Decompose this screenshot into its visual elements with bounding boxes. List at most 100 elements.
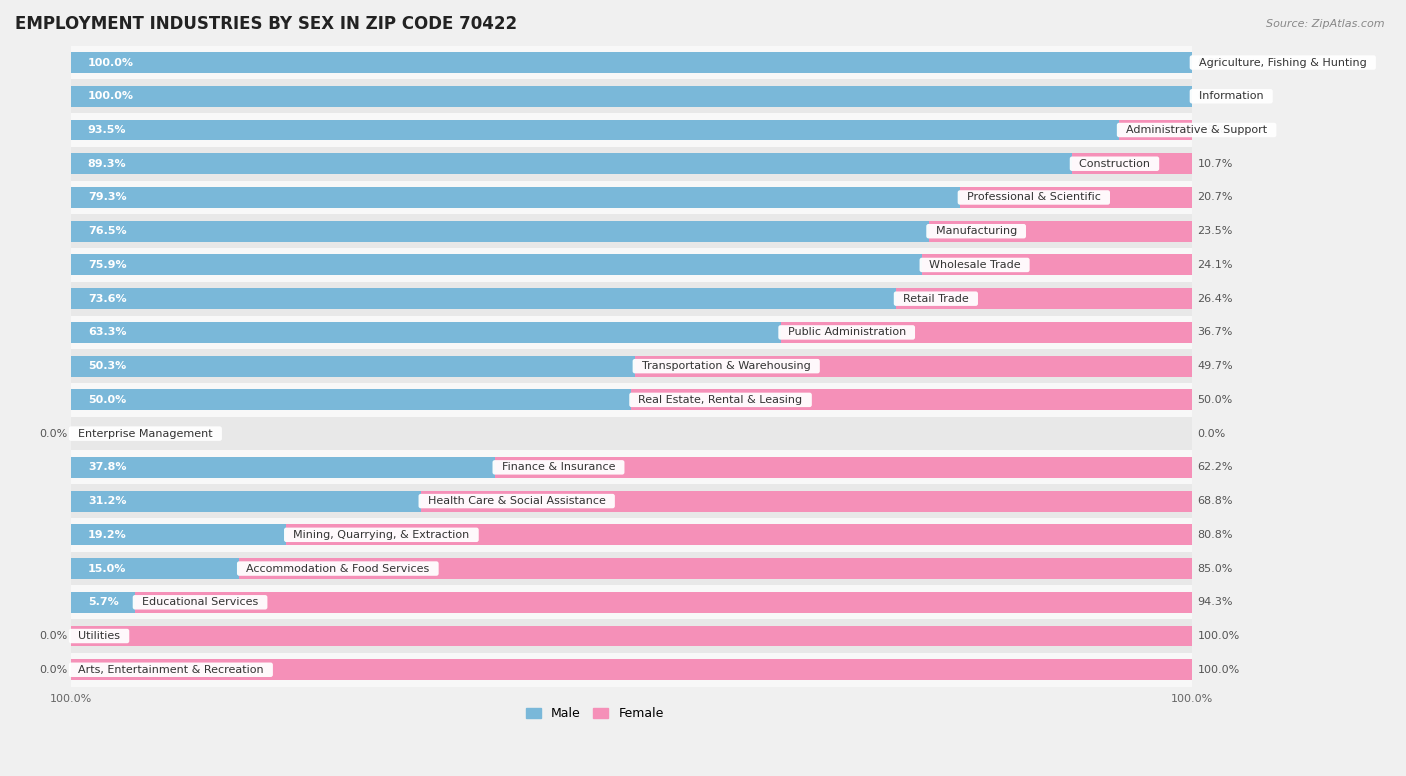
Text: Utilities: Utilities [72,631,127,641]
Bar [287,525,1192,546]
Bar [928,220,1192,241]
Bar [72,214,1192,248]
Bar [72,525,287,546]
Text: Manufacturing: Manufacturing [928,227,1024,236]
Text: Real Estate, Rental & Leasing: Real Estate, Rental & Leasing [631,395,810,405]
Bar [72,619,1192,653]
Text: 100.0%: 100.0% [87,57,134,68]
Text: Professional & Scientific: Professional & Scientific [960,192,1108,203]
Text: 0.0%: 0.0% [1198,57,1226,68]
Bar [72,86,1192,107]
Bar [72,322,780,343]
Text: 15.0%: 15.0% [87,563,127,573]
Text: Information: Information [1192,92,1271,102]
Text: Mining, Quarrying, & Extraction: Mining, Quarrying, & Extraction [287,530,477,540]
Text: 100.0%: 100.0% [1198,631,1240,641]
Text: 0.0%: 0.0% [1198,428,1226,438]
Bar [1071,154,1192,174]
Bar [72,181,1192,214]
Bar [72,490,420,511]
Text: 100.0%: 100.0% [1198,665,1240,675]
Text: 80.8%: 80.8% [1198,530,1233,540]
Text: 23.5%: 23.5% [1198,227,1233,236]
Bar [72,390,631,411]
Bar [72,349,1192,383]
Text: 20.7%: 20.7% [1198,192,1233,203]
Text: Educational Services: Educational Services [135,598,266,608]
Bar [72,592,135,613]
Text: 50.0%: 50.0% [87,395,127,405]
Bar [72,585,1192,619]
Bar [960,187,1192,208]
Text: 75.9%: 75.9% [87,260,127,270]
Text: 6.5%: 6.5% [1198,125,1226,135]
Bar [72,552,1192,585]
Text: 94.3%: 94.3% [1198,598,1233,608]
Text: Transportation & Warehousing: Transportation & Warehousing [636,361,818,371]
Text: 10.7%: 10.7% [1198,159,1233,168]
Bar [72,518,1192,552]
Text: 100.0%: 100.0% [87,92,134,102]
Text: 79.3%: 79.3% [87,192,127,203]
Bar [780,322,1192,343]
Text: Retail Trade: Retail Trade [896,293,976,303]
Bar [72,187,960,208]
Text: Arts, Entertainment & Recreation: Arts, Entertainment & Recreation [72,665,271,675]
Bar [1119,120,1192,140]
Bar [922,255,1192,275]
Legend: Male, Female: Male, Female [522,702,669,726]
Text: 89.3%: 89.3% [87,159,127,168]
Bar [72,625,1192,646]
Text: 49.7%: 49.7% [1198,361,1233,371]
Text: EMPLOYMENT INDUSTRIES BY SEX IN ZIP CODE 70422: EMPLOYMENT INDUSTRIES BY SEX IN ZIP CODE… [15,15,517,33]
Text: 93.5%: 93.5% [87,125,127,135]
Bar [72,154,1071,174]
Bar [72,120,1119,140]
Bar [72,457,495,478]
Text: 26.4%: 26.4% [1198,293,1233,303]
Bar [72,558,239,579]
Bar [72,383,1192,417]
Bar [72,147,1192,181]
Bar [239,558,1192,579]
Text: Enterprise Management: Enterprise Management [72,428,219,438]
Bar [72,113,1192,147]
Bar [72,46,1192,79]
Text: 36.7%: 36.7% [1198,327,1233,338]
Text: 5.7%: 5.7% [87,598,118,608]
Bar [72,316,1192,349]
Text: 19.2%: 19.2% [87,530,127,540]
Text: 63.3%: 63.3% [87,327,127,338]
Bar [72,79,1192,113]
Text: Wholesale Trade: Wholesale Trade [922,260,1028,270]
Bar [420,490,1192,511]
Text: Source: ZipAtlas.com: Source: ZipAtlas.com [1267,19,1385,29]
Bar [896,288,1192,309]
Bar [72,451,1192,484]
Text: 37.8%: 37.8% [87,462,127,473]
Bar [72,660,1192,681]
Text: 0.0%: 0.0% [39,665,67,675]
Text: 73.6%: 73.6% [87,293,127,303]
Bar [636,355,1192,376]
Text: 50.0%: 50.0% [1198,395,1233,405]
Text: 50.3%: 50.3% [87,361,127,371]
Text: Accommodation & Food Services: Accommodation & Food Services [239,563,436,573]
Text: Finance & Insurance: Finance & Insurance [495,462,623,473]
Bar [631,390,1192,411]
Bar [72,653,1192,687]
Bar [72,282,1192,316]
Bar [72,417,1192,451]
Text: Construction: Construction [1071,159,1157,168]
Text: 62.2%: 62.2% [1198,462,1233,473]
Text: Health Care & Social Assistance: Health Care & Social Assistance [420,496,613,506]
Bar [135,592,1192,613]
Text: Public Administration: Public Administration [780,327,912,338]
Text: 0.0%: 0.0% [39,631,67,641]
Bar [72,248,1192,282]
Text: 0.0%: 0.0% [39,428,67,438]
Text: Administrative & Support: Administrative & Support [1119,125,1274,135]
Bar [72,52,1192,73]
Text: 24.1%: 24.1% [1198,260,1233,270]
Bar [72,220,928,241]
